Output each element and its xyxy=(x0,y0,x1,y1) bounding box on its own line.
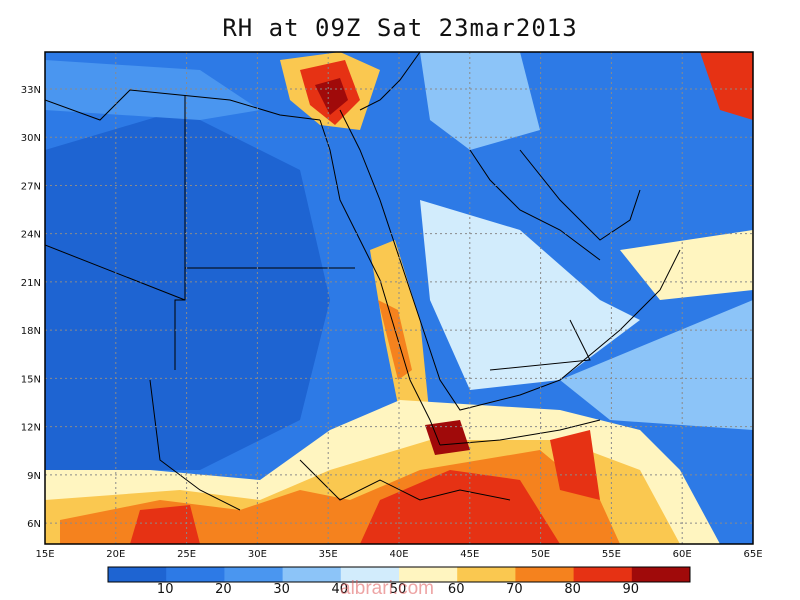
lat-tick-labels: 6N 9N 12N 15N 18N 21N 24N 27N 30N 33N xyxy=(21,85,41,530)
lat-tick-label: 9N xyxy=(27,471,41,482)
rh-zone-arabia xyxy=(420,200,640,390)
lon-tick-label: 30E xyxy=(248,549,267,560)
lat-tick-label: 33N xyxy=(21,85,41,96)
rh-zone-ethiopia xyxy=(360,470,560,544)
colorbar-swatch xyxy=(224,567,284,582)
rh-zone-oman-coast xyxy=(620,230,753,300)
lat-tick-label: 24N xyxy=(21,230,41,241)
lat-tick-label: 15N xyxy=(21,374,41,385)
lon-tick-label: 50E xyxy=(531,549,550,560)
rh-zone-med xyxy=(45,60,260,120)
lon-tick-labels: 15E 20E 25E 30E 35E 40E 45E 50E 55E 60E 65E xyxy=(35,549,762,560)
colorbar-label: 70 xyxy=(506,582,523,597)
lon-tick-label: 35E xyxy=(319,549,338,560)
colorbar-frame xyxy=(107,566,691,583)
colorbar-label: 80 xyxy=(564,582,581,597)
colorbar-swatch xyxy=(166,567,225,582)
rh-zone-cameroon xyxy=(130,505,200,544)
rh-zone-arabian-sea xyxy=(560,300,753,430)
colorbar-swatch xyxy=(108,567,167,582)
grid-lines xyxy=(45,52,753,544)
lon-tick-label: 15E xyxy=(35,549,54,560)
border-yemen xyxy=(489,319,591,371)
colorbar-swatch xyxy=(515,567,575,582)
lat-tick-label: 21N xyxy=(21,278,41,289)
rh-zone-iraq xyxy=(420,52,540,150)
lon-tick-label: 25E xyxy=(177,549,196,560)
border-niger-chad xyxy=(45,244,186,301)
colorbar-label: 10 xyxy=(157,582,174,597)
lon-tick-label: 45E xyxy=(460,549,479,560)
colorbar-label: 40 xyxy=(332,582,349,597)
border-iraq-syria xyxy=(359,52,421,111)
colorbar-label: 60 xyxy=(448,582,465,597)
lat-tick-label: 30N xyxy=(21,133,41,144)
arabia-coast xyxy=(339,109,681,411)
lat-tick-label: 18N xyxy=(21,326,41,337)
lat-tick-label: 12N xyxy=(21,423,41,434)
north-africa-coast xyxy=(45,89,321,121)
colorbar: 10 20 30 40 50 60 70 80 90 xyxy=(107,566,691,597)
watermark-text: albrari.com xyxy=(340,578,434,599)
border-libya-egypt xyxy=(174,96,186,370)
border-ethiopia xyxy=(299,459,511,501)
rh-zone-levant-max xyxy=(315,78,348,115)
colorbar-label: 90 xyxy=(623,582,640,597)
colorbar-swatch xyxy=(282,567,342,582)
map-title: RH at 09Z Sat 23mar2013 xyxy=(222,14,578,42)
colorbar-swatch xyxy=(631,567,691,582)
lon-tick-label: 40E xyxy=(389,549,408,560)
colorbar-swatch xyxy=(340,567,400,582)
lat-tick-label: 6N xyxy=(27,519,41,530)
rh-zone-sahara xyxy=(45,110,330,470)
lat-tick-label: 27N xyxy=(21,181,41,192)
rh-zone-bab-el-mandeb xyxy=(425,420,470,455)
lon-tick-label: 20E xyxy=(106,549,125,560)
borders xyxy=(45,52,681,511)
colorbar-label: 30 xyxy=(273,582,290,597)
lon-tick-label: 55E xyxy=(602,549,621,560)
rh-zone-iran xyxy=(700,52,753,120)
persian-gulf xyxy=(519,149,641,241)
rh-zone-somalia xyxy=(550,430,600,500)
red-sea-west-coast xyxy=(319,119,441,446)
border-saudi xyxy=(469,149,601,261)
colorbar-swatch xyxy=(399,567,458,582)
colorbar-swatch xyxy=(573,567,633,582)
colorbar-label: 50 xyxy=(390,582,407,597)
lon-tick-label: 65E xyxy=(743,549,762,560)
colorbar-label: 20 xyxy=(215,582,232,597)
lon-tick-label: 60E xyxy=(673,549,692,560)
colorbar-swatch xyxy=(457,567,516,582)
map-frame xyxy=(44,51,754,545)
